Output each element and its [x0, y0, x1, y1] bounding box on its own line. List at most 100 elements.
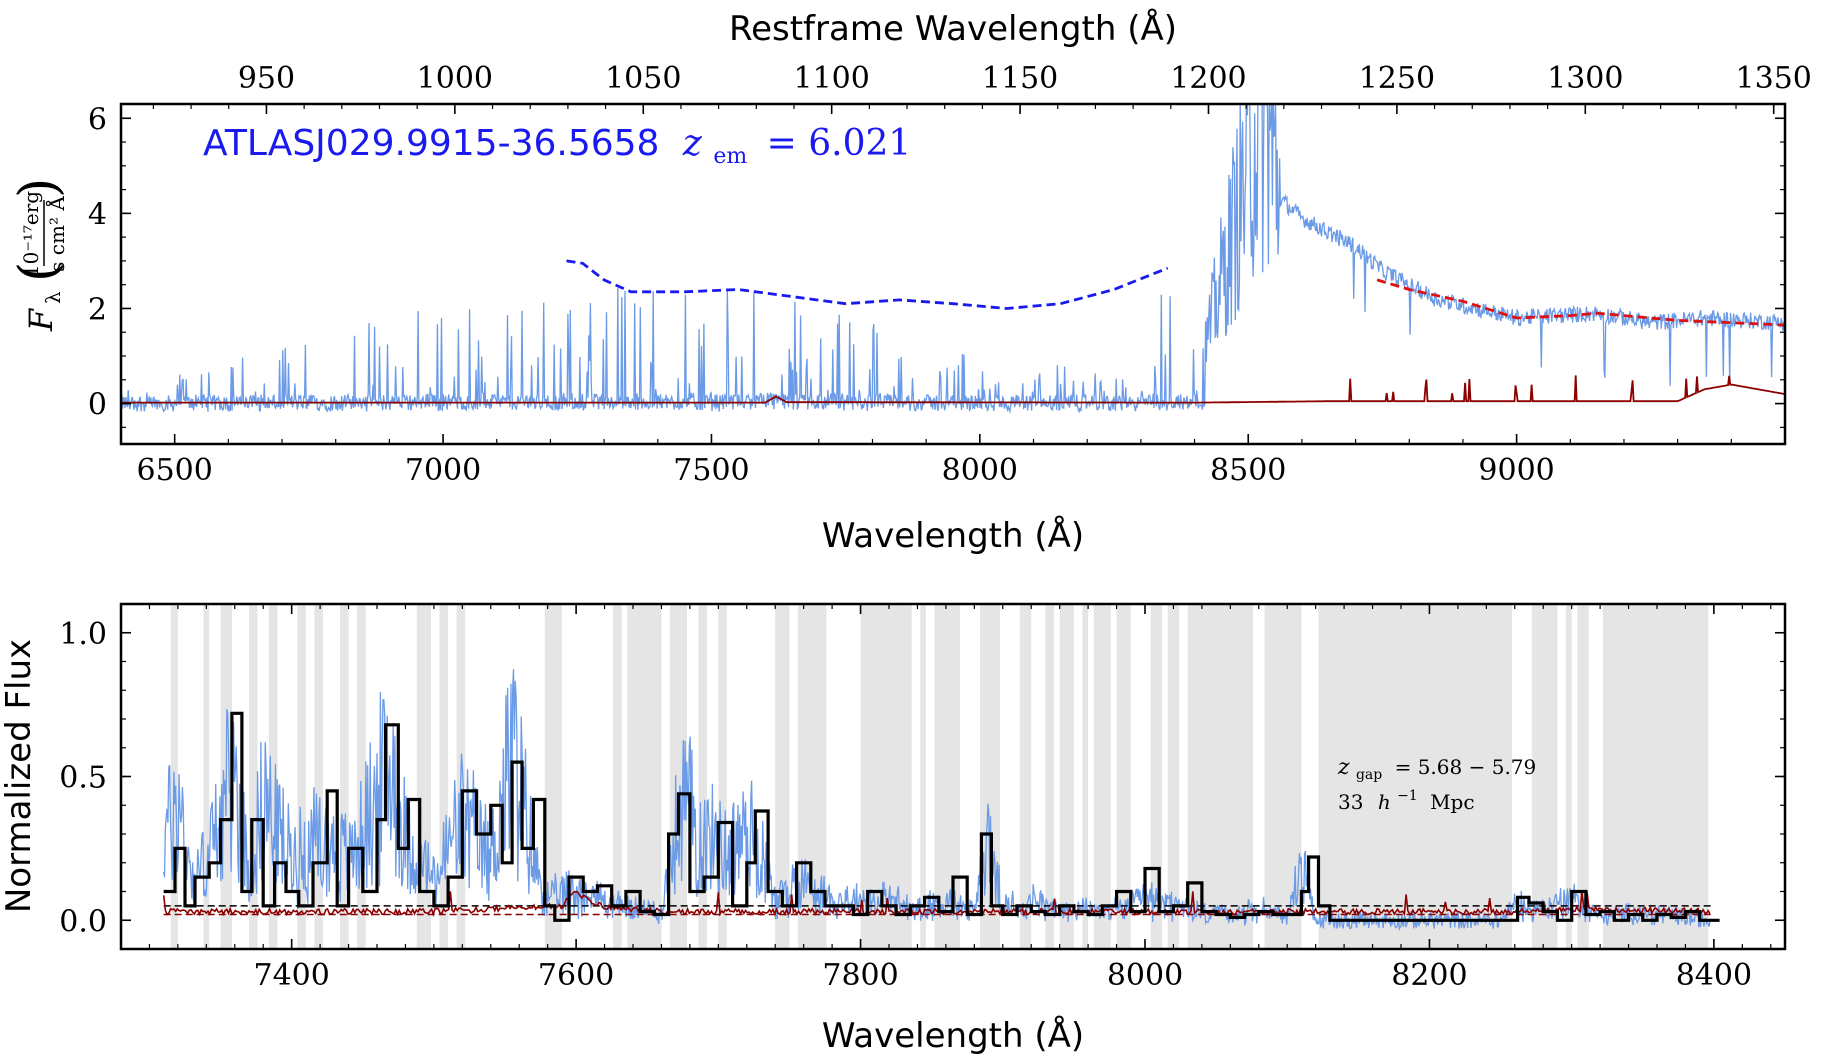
bottom-y-tick-label: 1.0: [59, 617, 107, 652]
top-restframe-axis-label: Restframe Wavelength (Å): [729, 8, 1177, 49]
fitted-continuum-line: [1376, 278, 1785, 327]
top-x-tick-label: 7500: [673, 453, 749, 488]
gap-length-exp: −1: [1397, 788, 1418, 804]
restframe-tick-label: 1050: [605, 61, 681, 96]
bottom-x-tick-label: 7600: [538, 958, 614, 993]
redshift-subscript: em: [713, 144, 747, 169]
masked-region: [1602, 604, 1709, 949]
masked-region: [1045, 604, 1054, 949]
gap-z-subscript: gap: [1356, 767, 1382, 783]
top-y-tick-label: 6: [88, 102, 107, 137]
bottom-error-series: [162, 890, 1711, 918]
masked-region: [1531, 604, 1558, 949]
masked-region: [203, 604, 210, 949]
top-y-tick-label: 4: [88, 197, 107, 232]
top-x-tick-label: 7000: [405, 453, 481, 488]
restframe-tick-label: 1100: [793, 61, 869, 96]
bottom-x-axis-label: Wavelength (Å): [822, 1015, 1084, 1056]
bottom-x-tick-label: 7400: [253, 958, 329, 993]
top-y-axis-label: F λ ( 10⁻¹⁷erg s cm² Å ): [9, 178, 69, 332]
restframe-tick-label: 1200: [1170, 61, 1246, 96]
gap-length-h: h: [1378, 790, 1391, 814]
masked-region: [1150, 604, 1163, 949]
masked-region: [249, 604, 258, 949]
top-x-tick-label: 8500: [1210, 453, 1286, 488]
bottom-x-tick-label: 8400: [1676, 958, 1752, 993]
masked-region: [268, 604, 278, 949]
masked-region: [1167, 604, 1180, 949]
top-continuum-series: [566, 259, 1785, 327]
masked-region: [357, 604, 366, 949]
bottom-panel: 7400 7600 7800 8000 8200 8400 0.0 0.5 1.0 Wavel…: [0, 602, 1787, 1056]
top-flux-series: [121, 104, 1785, 414]
masked-region: [544, 604, 562, 949]
top-panel: 6500 7000 7500 8000 8500 9000 0 2 4 6 950 1000 105…: [9, 8, 1812, 556]
restframe-tick-label: 1250: [1359, 61, 1435, 96]
masked-region: [1059, 604, 1074, 949]
masked-region: [1082, 604, 1089, 949]
top-y-label-subscript: λ: [41, 291, 65, 304]
rebinned-flux-step: [163, 711, 1720, 922]
masked-region: [1187, 604, 1254, 949]
top-x-axis-label: Wavelength (Å): [822, 515, 1084, 556]
redshift-symbol: z: [682, 123, 703, 164]
top-x-tick-label: 9000: [1478, 453, 1554, 488]
bottom-x-tick-label: 7800: [822, 958, 898, 993]
top-restframe-ticks: 950 1000 1050 1100 1150 1200 1250 1300 1350: [152, 61, 1812, 114]
bottom-x-ticks: 7400 7600 7800 8000 8200 8400: [148, 604, 1772, 993]
top-flux-line: [121, 104, 1785, 414]
restframe-tick-label: 1350: [1736, 61, 1812, 96]
gap-length-unit: Mpc: [1430, 790, 1474, 814]
restframe-tick-label: 1150: [982, 61, 1058, 96]
masked-region: [1565, 604, 1572, 949]
masked-region: [1577, 604, 1589, 949]
bottom-x-tick-label: 8000: [1107, 958, 1183, 993]
gap-length-number: 33: [1338, 790, 1363, 814]
top-error-series: [121, 375, 1785, 404]
gap-redshift-annotation: z gap = 5.68 − 5.79: [1337, 755, 1536, 784]
top-y-label-unit-num: 10⁻¹⁷erg: [19, 191, 43, 277]
top-y-label-symbol: F: [22, 307, 60, 332]
top-axes-frame: [119, 102, 1787, 446]
restframe-tick-label: 1300: [1547, 61, 1623, 96]
masked-region: [718, 604, 727, 949]
top-x-tick-label: 8000: [942, 453, 1018, 488]
masked-region: [297, 604, 306, 949]
bottom-error-line: [162, 890, 1711, 918]
bottom-y-tick-label: 0.0: [59, 904, 107, 939]
top-y-label-paren-open: (: [9, 262, 69, 282]
masked-region: [416, 604, 432, 949]
object-annotation: ATLASJ029.9915-36.5658 z em = 6.021: [203, 123, 911, 172]
top-x-ticks: 6500 7000 7500 8000 8500 9000: [120, 434, 1732, 488]
extrapolated-continuum-line: [566, 259, 1169, 310]
gap-z-symbol: z: [1337, 755, 1350, 780]
object-name: ATLASJ029.9915-36.5658: [203, 123, 659, 164]
restframe-tick-label: 950: [238, 61, 295, 96]
masked-region: [934, 604, 961, 949]
rebinned-flux-series: [163, 711, 1720, 922]
masked-region: [1019, 604, 1032, 949]
masked-region: [775, 604, 790, 949]
top-y-tick-label: 0: [88, 388, 107, 423]
masked-region: [627, 604, 662, 949]
masked-region: [340, 604, 349, 949]
gap-length-annotation: 33 h −1 Mpc: [1338, 781, 1475, 814]
bottom-y-axis-label: Normalized Flux: [0, 639, 39, 913]
masked-region: [1318, 604, 1512, 949]
masked-region: [613, 604, 622, 949]
top-error-line: [121, 375, 1785, 404]
masked-region: [314, 604, 323, 949]
masked-region: [920, 604, 926, 949]
masked-region: [698, 604, 707, 949]
masked-region: [1116, 604, 1131, 949]
masked-region: [1093, 604, 1111, 949]
redshift-value: = 6.021: [767, 123, 912, 164]
bottom-y-tick-label: 0.5: [59, 761, 107, 796]
masked-regions: [170, 604, 1709, 949]
gap-z-range: = 5.68 − 5.79: [1395, 755, 1537, 779]
bottom-x-tick-label: 8200: [1391, 958, 1467, 993]
restframe-tick-label: 1000: [417, 61, 493, 96]
top-y-tick-label: 2: [88, 292, 107, 327]
top-y-label-paren-close: ): [9, 178, 69, 198]
